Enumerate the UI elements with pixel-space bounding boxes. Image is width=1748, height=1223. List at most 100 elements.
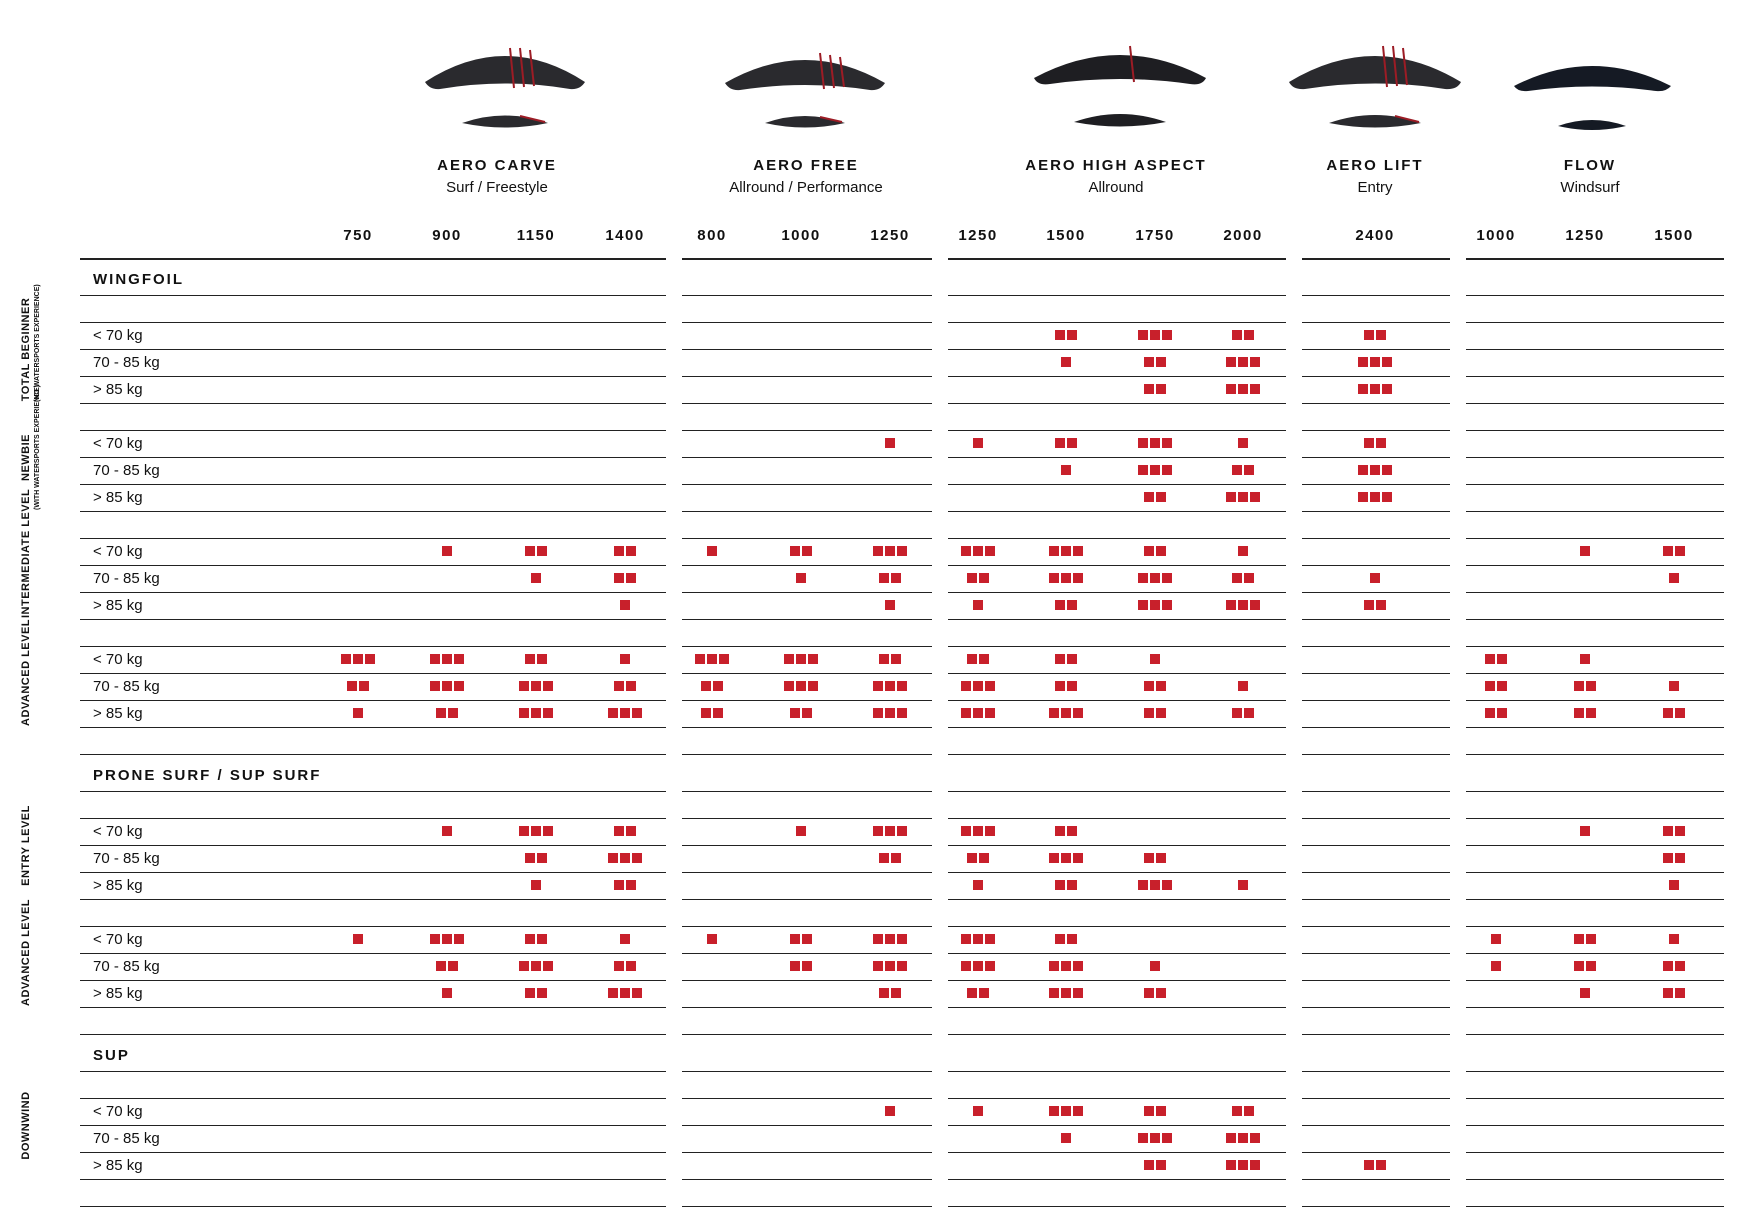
- row-divider: [682, 376, 932, 377]
- family-name: AERO LIFT: [1326, 157, 1424, 174]
- row-divider: [682, 349, 932, 350]
- row-divider: [1302, 1071, 1450, 1072]
- recommendation-squares: [707, 546, 717, 556]
- row-divider: [1302, 845, 1450, 846]
- row-divider: [80, 727, 666, 728]
- recommendation-squares: [961, 934, 995, 944]
- level-group-title: DOWNWIND: [20, 1090, 32, 1160]
- row-divider: [1466, 565, 1724, 566]
- weight-row-label: < 70 kg: [93, 823, 143, 840]
- recommendation-squares: [973, 880, 983, 890]
- row-divider: [1302, 673, 1450, 674]
- row-divider: [80, 818, 666, 819]
- recommendation-squares: [790, 546, 812, 556]
- row-divider: [80, 484, 666, 485]
- row-divider: [682, 511, 932, 512]
- level-group-label: DOWNWIND: [20, 1073, 33, 1178]
- recommendation-squares: [885, 1106, 895, 1116]
- row-divider: [948, 1098, 1286, 1099]
- row-divider: [80, 646, 666, 647]
- level-group-label: INTERMEDIATE LEVEL: [20, 488, 33, 617]
- recommendation-squares: [1574, 708, 1596, 718]
- recommendation-squares: [353, 708, 363, 718]
- row-divider: [1466, 484, 1724, 485]
- recommendation-squares: [879, 853, 901, 863]
- recommendation-squares: [796, 826, 806, 836]
- row-divider: [80, 322, 666, 323]
- row-divider: [682, 791, 932, 792]
- family-name: FLOW: [1563, 157, 1617, 174]
- row-divider: [948, 1179, 1286, 1180]
- recommendation-squares: [1580, 826, 1590, 836]
- row-divider: [1302, 1098, 1450, 1099]
- weight-row-label: > 85 kg: [93, 705, 143, 722]
- row-divider: [1466, 1098, 1724, 1099]
- recommendation-squares: [1580, 546, 1590, 556]
- row-divider: [682, 322, 932, 323]
- row-divider: [1302, 258, 1450, 260]
- recommendation-squares: [1226, 492, 1260, 502]
- recommendation-squares: [695, 654, 729, 664]
- recommendation-squares: [967, 988, 989, 998]
- row-divider: [948, 322, 1286, 323]
- recommendation-squares: [1226, 600, 1260, 610]
- family-subtitle: Entry: [1357, 179, 1393, 196]
- row-divider: [948, 457, 1286, 458]
- aero-free-foil-image: [725, 52, 885, 128]
- recommendation-squares: [525, 853, 547, 863]
- row-divider: [1466, 673, 1724, 674]
- recommendation-squares: [790, 934, 812, 944]
- row-divider: [682, 899, 932, 900]
- row-divider: [1466, 1125, 1724, 1126]
- weight-row-label: 70 - 85 kg: [93, 1130, 160, 1147]
- row-divider: [682, 295, 932, 296]
- recommendation-squares: [873, 961, 907, 971]
- flow-foil-image: [1514, 66, 1671, 130]
- row-divider: [682, 484, 932, 485]
- weight-row-label: 70 - 85 kg: [93, 570, 160, 587]
- row-divider: [1466, 295, 1724, 296]
- aero-carve-foil-image: [425, 47, 585, 128]
- recommendation-squares: [525, 934, 547, 944]
- row-divider: [1466, 646, 1724, 647]
- row-divider: [682, 403, 932, 404]
- recommendation-squares: [531, 573, 541, 583]
- size-column-header: 1250: [1565, 227, 1605, 244]
- level-group-label: ENTRY LEVEL: [20, 793, 33, 898]
- size-column-header: 1250: [958, 227, 998, 244]
- row-divider: [682, 980, 932, 981]
- row-divider: [80, 457, 666, 458]
- row-divider: [1302, 980, 1450, 981]
- size-column-header: 1750: [1135, 227, 1175, 244]
- recommendation-squares: [519, 961, 553, 971]
- row-divider: [80, 295, 666, 296]
- recommendation-squares: [1491, 961, 1501, 971]
- weight-row-label: > 85 kg: [93, 381, 143, 398]
- row-divider: [1302, 754, 1450, 755]
- row-divider: [80, 872, 666, 873]
- row-divider: [1302, 592, 1450, 593]
- row-divider: [80, 403, 666, 404]
- recommendation-squares: [1144, 546, 1166, 556]
- recommendation-squares: [620, 934, 630, 944]
- row-divider: [80, 1007, 666, 1008]
- row-divider: [682, 1098, 932, 1099]
- recommendation-squares: [1061, 465, 1071, 475]
- recommendation-squares: [1669, 934, 1679, 944]
- recommendation-squares: [1364, 600, 1386, 610]
- row-divider: [1302, 457, 1450, 458]
- row-divider: [80, 791, 666, 792]
- recommendation-squares: [1144, 1160, 1166, 1170]
- row-divider: [80, 1034, 666, 1035]
- row-divider: [948, 1152, 1286, 1153]
- recommendation-squares: [519, 681, 553, 691]
- recommendation-squares: [1055, 681, 1077, 691]
- row-divider: [682, 845, 932, 846]
- level-group-title: ENTRY LEVEL: [20, 804, 32, 886]
- row-divider: [948, 592, 1286, 593]
- weight-row-label: < 70 kg: [93, 931, 143, 948]
- row-divider: [682, 926, 932, 927]
- recommendation-squares: [614, 880, 636, 890]
- recommendation-squares: [436, 708, 458, 718]
